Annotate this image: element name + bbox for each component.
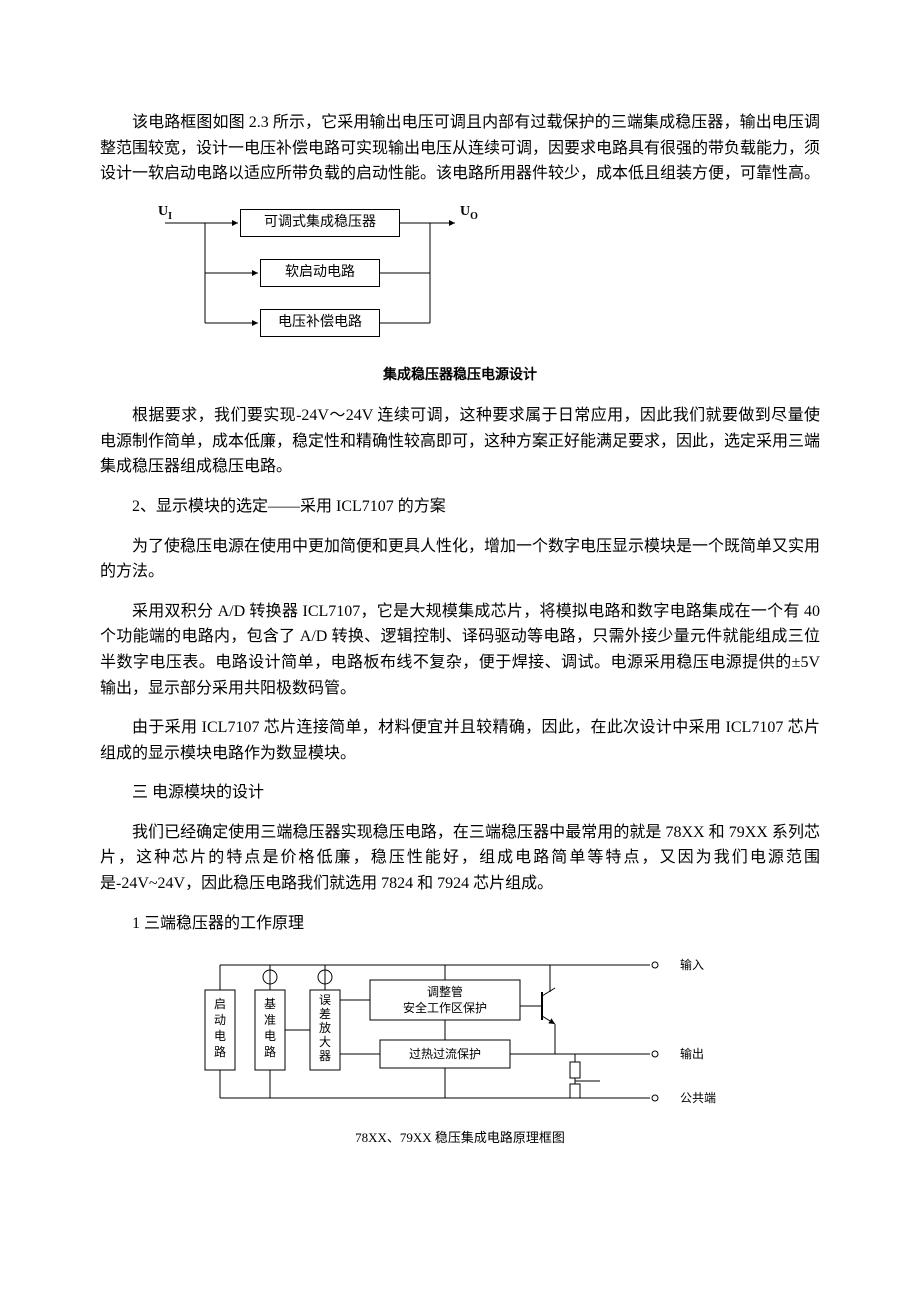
- svg-text:误: 误: [319, 993, 331, 1007]
- svg-text:基: 基: [264, 997, 276, 1011]
- para-9: 1 三端稳压器的工作原理: [100, 911, 820, 937]
- svg-text:大: 大: [319, 1035, 331, 1049]
- svg-text:启: 启: [214, 997, 226, 1011]
- svg-text:调整管: 调整管: [427, 984, 463, 999]
- svg-text:器: 器: [319, 1049, 331, 1063]
- diagram-78xx-block: 输入 启 动 电 路 基 准 电 路 误 差 放 大 器 调整管 安全工作区保护: [180, 950, 740, 1120]
- para-6: 由于采用 ICL7107 芯片连接简单，材料便宜并且较精确，因此，在此次设计中采…: [100, 715, 820, 766]
- para-2: 根据要求，我们要实现-24V～24V 连续可调，这种要求属于日常应用，因此我们就…: [100, 403, 820, 480]
- para-3: 2、显示模块的选定——采用 ICL7107 的方案: [100, 494, 820, 520]
- para-4: 为了使稳压电源在使用中更加简便和更具人性化，增加一个数字电压显示模块是一个既简单…: [100, 534, 820, 585]
- label-input: 输入: [680, 957, 704, 972]
- para-8: 我们已经确定使用三端稳压器实现稳压电路，在三端稳压器中最常用的就是 78XX 和…: [100, 820, 820, 897]
- svg-text:过热过流保护: 过热过流保护: [409, 1047, 481, 1061]
- svg-text:动: 动: [214, 1013, 226, 1027]
- diagram1-caption: 集成稳压器稳压电源设计: [100, 365, 820, 387]
- svg-text:安全工作区保护: 安全工作区保护: [403, 1000, 487, 1015]
- svg-text:差: 差: [319, 1007, 331, 1021]
- para-5: 采用双积分 A/D 转换器 ICL7107，它是大规模集成芯片，将模拟电路和数字…: [100, 599, 820, 701]
- diagram-regulator-block: UI UO 可调式集成稳压器 软启动电路 电压补偿电路: [150, 201, 510, 361]
- svg-text:电: 电: [264, 1029, 276, 1043]
- svg-text:路: 路: [214, 1044, 226, 1059]
- svg-text:放: 放: [319, 1020, 331, 1035]
- para-1: 该电路框图如图 2.3 所示，它采用输出电压可调且内部有过载保护的三端集成稳压器…: [100, 110, 820, 187]
- diagram1-lines: [150, 201, 510, 361]
- label-common: 公共端: [680, 1091, 716, 1105]
- para-7: 三 电源模块的设计: [100, 780, 820, 806]
- svg-text:路: 路: [264, 1044, 276, 1059]
- diagram2-caption: 78XX、79XX 稳压集成电路原理框图: [100, 1128, 820, 1149]
- svg-text:准: 准: [264, 1013, 276, 1027]
- label-output: 输出: [680, 1046, 704, 1061]
- svg-text:电: 电: [214, 1029, 226, 1043]
